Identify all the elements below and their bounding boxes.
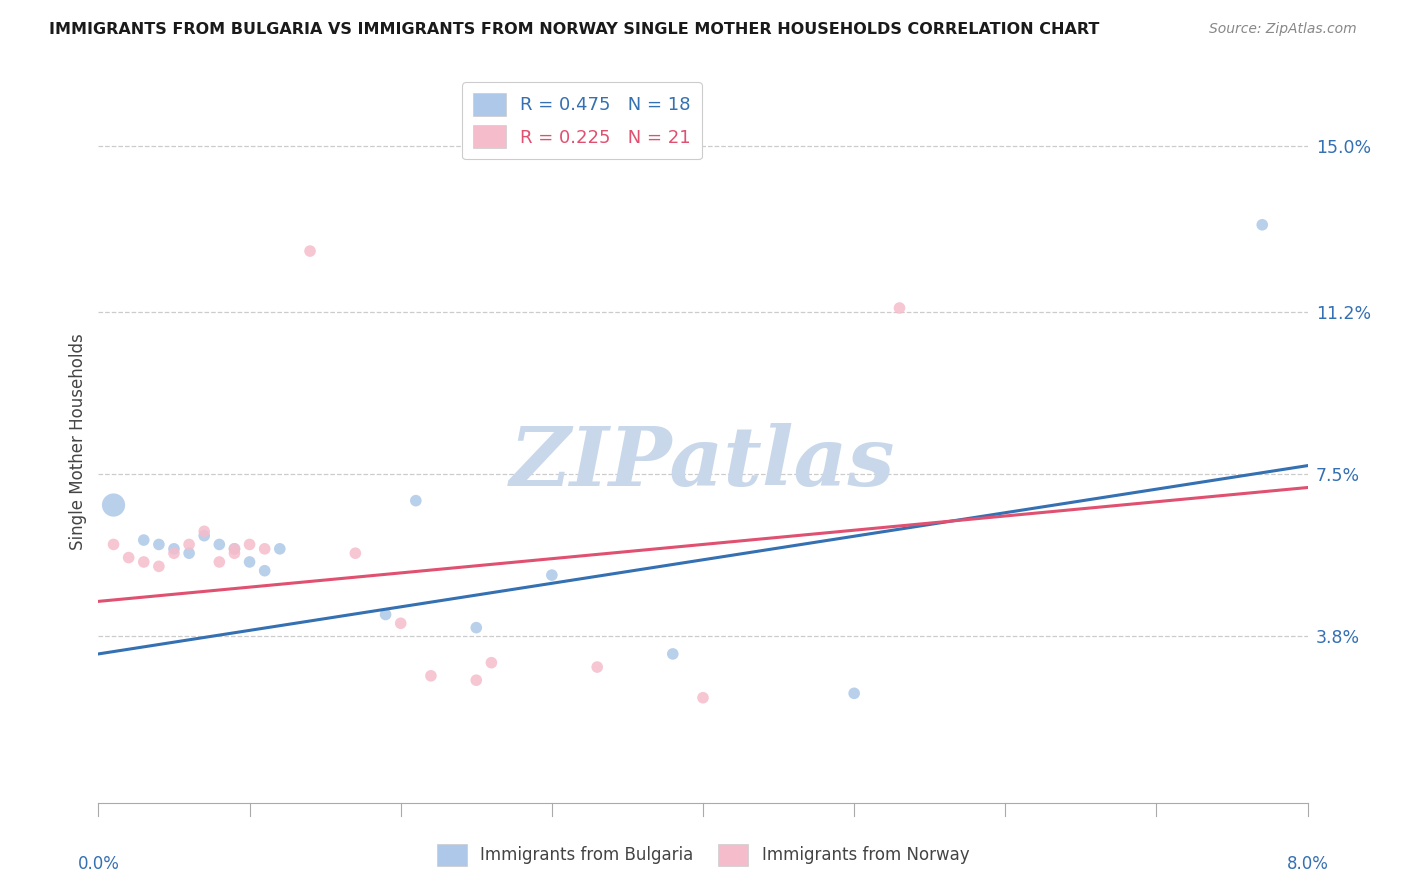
Point xyxy=(253,564,276,578)
Point xyxy=(208,555,231,569)
Point xyxy=(224,541,246,556)
Text: 0.0%: 0.0% xyxy=(77,855,120,873)
Point xyxy=(163,546,186,560)
Point xyxy=(465,673,488,688)
Text: Source: ZipAtlas.com: Source: ZipAtlas.com xyxy=(1209,22,1357,37)
Point xyxy=(224,541,246,556)
Point xyxy=(540,568,562,582)
Point xyxy=(269,541,291,556)
Point xyxy=(193,529,215,543)
Point xyxy=(586,660,609,674)
Text: IMMIGRANTS FROM BULGARIA VS IMMIGRANTS FROM NORWAY SINGLE MOTHER HOUSEHOLDS CORR: IMMIGRANTS FROM BULGARIA VS IMMIGRANTS F… xyxy=(49,22,1099,37)
Point xyxy=(208,537,231,551)
Point xyxy=(132,555,155,569)
Point xyxy=(193,524,215,539)
Y-axis label: Single Mother Households: Single Mother Households xyxy=(69,334,87,549)
Point xyxy=(299,244,322,258)
Text: 8.0%: 8.0% xyxy=(1286,855,1329,873)
Point xyxy=(405,493,427,508)
Point xyxy=(148,537,170,551)
Point xyxy=(179,537,201,551)
Point xyxy=(118,550,141,565)
Point xyxy=(389,616,412,631)
Point xyxy=(692,690,714,705)
Point xyxy=(420,669,443,683)
Point xyxy=(253,541,276,556)
Point xyxy=(103,537,125,551)
Point xyxy=(374,607,396,622)
Point xyxy=(239,537,262,551)
Point xyxy=(179,546,201,560)
Point xyxy=(239,555,262,569)
Legend: Immigrants from Bulgaria, Immigrants from Norway: Immigrants from Bulgaria, Immigrants fro… xyxy=(429,836,977,874)
Point xyxy=(344,546,367,560)
Text: ZIPatlas: ZIPatlas xyxy=(510,423,896,503)
Point xyxy=(465,621,488,635)
Point xyxy=(163,541,186,556)
Point xyxy=(481,656,503,670)
Point xyxy=(844,686,866,700)
Point xyxy=(132,533,155,547)
Point xyxy=(224,546,246,560)
Point xyxy=(103,498,125,512)
Point xyxy=(661,647,683,661)
Point xyxy=(889,301,911,315)
Point xyxy=(148,559,170,574)
Point xyxy=(1251,218,1274,232)
